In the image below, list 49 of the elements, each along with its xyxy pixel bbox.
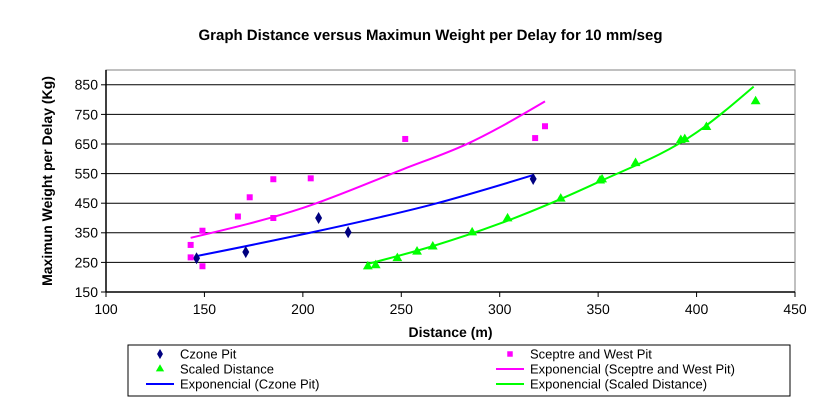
y-tick-label: 150 bbox=[74, 284, 98, 300]
point bbox=[199, 228, 206, 234]
point bbox=[392, 252, 402, 262]
legend-label: Exponencial (Scaled Distance) bbox=[530, 376, 708, 392]
y-tick-label: 550 bbox=[74, 166, 98, 182]
point bbox=[502, 212, 513, 222]
point bbox=[701, 121, 712, 130]
y-tick-label: 350 bbox=[74, 224, 98, 241]
point bbox=[412, 246, 422, 255]
y-tick-label: 850 bbox=[74, 76, 98, 93]
legend-label: Sceptre and West Pit bbox=[530, 346, 652, 362]
y-tick-label: 750 bbox=[74, 106, 98, 122]
point bbox=[362, 260, 373, 270]
x-tick-label: 200 bbox=[291, 301, 315, 317]
point bbox=[199, 263, 206, 270]
y-tick-label: 650 bbox=[74, 136, 98, 152]
x-tick-label: 350 bbox=[586, 301, 610, 317]
x-tick-label: 300 bbox=[488, 301, 512, 317]
y-tick-label: 250 bbox=[74, 254, 98, 270]
legend-label: Czone Pit bbox=[180, 346, 237, 362]
x-tick-label: 400 bbox=[684, 301, 708, 317]
legend-label: Exponencial (Sceptre and West Pit) bbox=[530, 362, 735, 377]
y-tick-label: 450 bbox=[74, 195, 98, 212]
point bbox=[188, 254, 194, 260]
point bbox=[246, 194, 253, 200]
point bbox=[370, 260, 381, 268]
point bbox=[467, 226, 478, 236]
chart-title: Graph Distance versus Maximun Weight per Delay for 10 mm/seg bbox=[198, 27, 663, 44]
point bbox=[630, 158, 640, 166]
point bbox=[542, 123, 548, 130]
point bbox=[750, 96, 761, 104]
line-series bbox=[190, 100, 546, 239]
point bbox=[270, 176, 276, 182]
point bbox=[188, 242, 194, 248]
point bbox=[270, 215, 276, 221]
y-axis-title: Maximun Weight per Delay (Kg) bbox=[39, 76, 55, 286]
point bbox=[428, 241, 438, 250]
x-tick-label: 250 bbox=[390, 301, 414, 317]
legend-label: Scaled Distance bbox=[180, 362, 274, 377]
point bbox=[308, 175, 314, 182]
x-axis-title: Distance (m) bbox=[408, 324, 493, 340]
point bbox=[402, 136, 408, 142]
x-tick-label: 100 bbox=[94, 301, 118, 317]
point bbox=[556, 193, 566, 202]
legend-label: Exponencial (Czone Pit) bbox=[180, 376, 320, 392]
x-tick-label: 450 bbox=[783, 301, 807, 317]
point bbox=[234, 214, 241, 220]
point bbox=[532, 135, 538, 142]
x-tick-label: 150 bbox=[192, 301, 216, 317]
